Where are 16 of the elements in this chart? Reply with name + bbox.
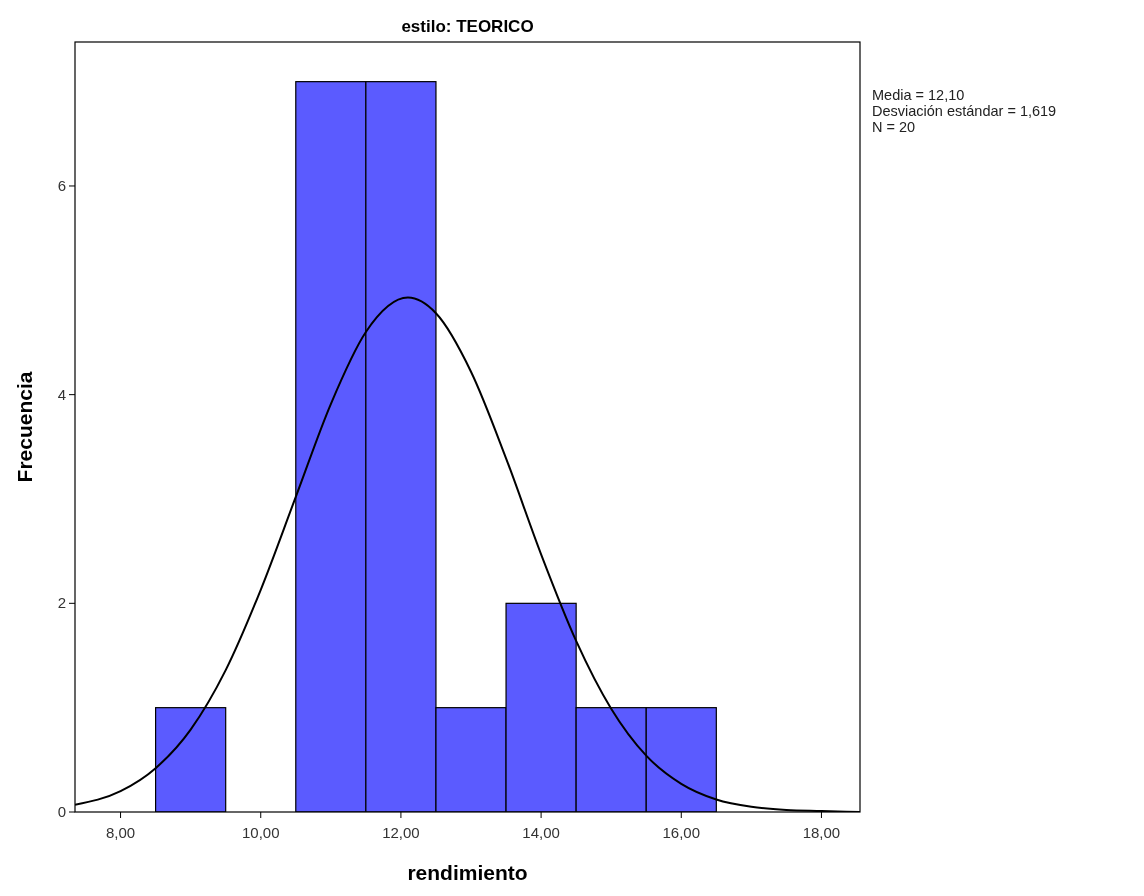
y-tick-label: 2 <box>57 594 66 612</box>
text: Media = 12,10 <box>872 87 965 103</box>
y-tick-label: 6 <box>57 176 66 194</box>
y-tick-label: 0 <box>57 803 66 820</box>
x-tick-label: 18,00 <box>802 824 841 841</box>
x-axis-title: rendimiento <box>407 861 528 884</box>
x-tick-label: 14,00 <box>522 824 560 841</box>
x-tick-label: 8,00 <box>105 824 136 841</box>
x-tick-label: 10,00 <box>241 824 280 841</box>
x-tick-label: 12,00 <box>382 824 420 841</box>
y-tick-label: 4 <box>57 385 66 403</box>
text: Desviación estándar = 1,619 <box>872 103 1057 119</box>
y-axis-title: Frecuencia <box>13 371 36 483</box>
x-tick-label: 16,00 <box>662 824 701 841</box>
text: N = 20 <box>872 119 916 135</box>
chart-title: estilo: TEORICO <box>401 17 534 36</box>
